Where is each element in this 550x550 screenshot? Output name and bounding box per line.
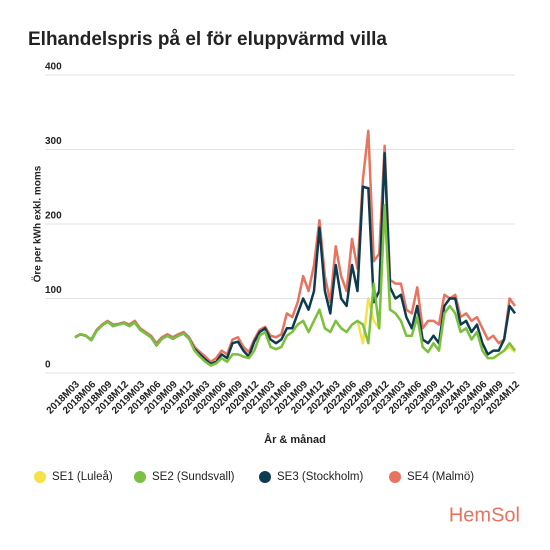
legend-marker [134, 471, 146, 483]
legend-label: SE2 (Sundsvall) [152, 471, 235, 483]
y-tick-label: 200 [45, 211, 62, 222]
y-tick-label: 300 [45, 136, 62, 147]
y-tick-label: 0 [45, 360, 51, 371]
legend-marker [259, 471, 271, 483]
y-tick-label: 400 [45, 62, 62, 73]
y-axis-label: Öre per kWh exkl. moms [31, 165, 44, 282]
legend-label: SE3 (Stockholm) [277, 471, 363, 483]
legend-marker [34, 471, 46, 483]
chart-title: Elhandelspris på el för eluppvärmd villa [28, 29, 387, 50]
legend-label: SE4 (Malmö) [407, 471, 474, 483]
legend-label: SE1 (Luleå) [52, 471, 113, 483]
legend-marker [389, 471, 401, 483]
x-axis-label: År & månad [264, 433, 326, 446]
y-tick-label: 100 [45, 285, 62, 296]
series-line [74, 204, 517, 367]
brand-logo: HemSol [449, 504, 520, 526]
